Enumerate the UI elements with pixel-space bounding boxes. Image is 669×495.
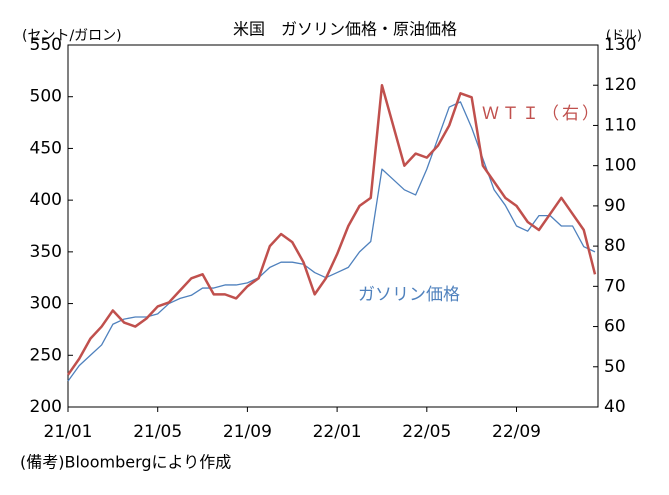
y2-tick-label: 70 xyxy=(604,276,626,296)
y2-tick-label: 40 xyxy=(604,397,626,417)
y-tick-label: 400 xyxy=(30,190,62,210)
y-axis-label: (セント/ガロン) xyxy=(22,28,122,44)
x-tick-label: 22/05 xyxy=(402,422,451,442)
y2-tick-label: 100 xyxy=(604,156,636,176)
y-tick-label: 350 xyxy=(30,242,62,262)
legend-label: ＷＴＩ（右） xyxy=(482,104,602,124)
y2-tick-label: 120 xyxy=(604,75,636,95)
y2-tick-label: 80 xyxy=(604,236,626,256)
series-line xyxy=(67,101,596,382)
y-tick-label: 300 xyxy=(30,294,62,314)
y-tick-label: 500 xyxy=(30,87,62,107)
x-tick-label: 21/01 xyxy=(44,422,93,442)
y2-tick-label: 90 xyxy=(604,196,626,216)
y-tick-label: 250 xyxy=(30,345,62,365)
series-line xyxy=(66,83,597,376)
y-tick-label: 200 xyxy=(30,397,62,417)
y-tick-label: 550 xyxy=(30,35,62,55)
legend-label: ガソリン価格 xyxy=(358,285,460,305)
y2-axis-label: (ドル) xyxy=(606,29,642,44)
y2-tick-label: 60 xyxy=(604,317,626,337)
y-tick-label: 450 xyxy=(30,138,62,158)
note: (備考)Bloombergにより作成 xyxy=(20,453,231,472)
y2-tick-label: 110 xyxy=(604,115,636,135)
y2-tick-label: 50 xyxy=(604,357,626,377)
x-tick-label: 21/09 xyxy=(223,422,272,442)
x-tick-label: 22/09 xyxy=(492,422,541,442)
plot-frame xyxy=(67,44,599,408)
x-tick-label: 21/05 xyxy=(133,422,182,442)
y2-tick-label: 130 xyxy=(604,35,636,55)
chart-title: 米国 ガソリン価格・原油価格 xyxy=(233,20,457,39)
x-tick-label: 22/01 xyxy=(313,422,362,442)
